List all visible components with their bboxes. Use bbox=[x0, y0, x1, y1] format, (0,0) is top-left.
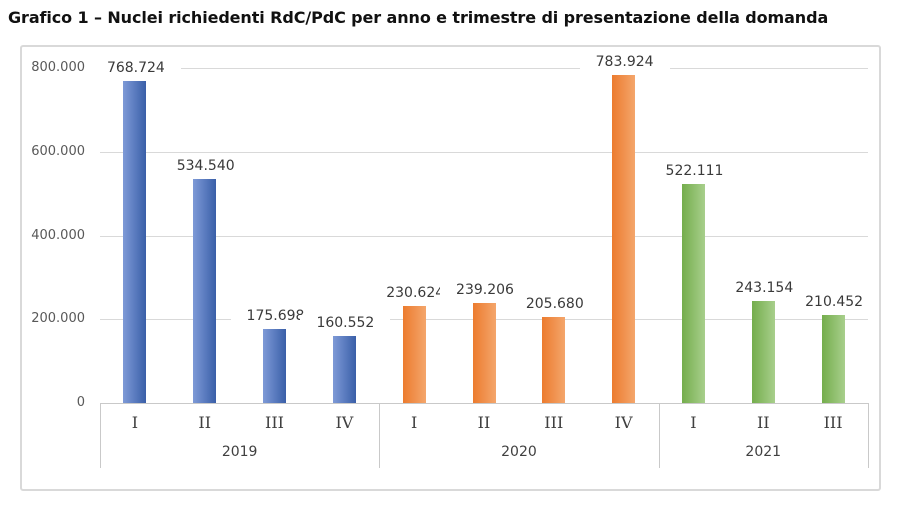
x-axis-quarter-label: II bbox=[756, 413, 770, 432]
bar-value-label: 768.724 bbox=[90, 60, 181, 77]
bar-2020-III bbox=[542, 317, 566, 403]
bar-2021-III bbox=[821, 315, 845, 403]
y-axis-tick-label: 800.000 bbox=[31, 60, 85, 75]
x-axis-quarter-label: IV bbox=[614, 413, 633, 432]
bar-2019-I bbox=[123, 81, 147, 403]
bar-2019-IV bbox=[332, 336, 356, 403]
y-axis-tick-label: 400.000 bbox=[31, 227, 85, 243]
bar-value-label: 175.698 bbox=[230, 308, 321, 325]
x-axis-quarter-label: III bbox=[544, 413, 564, 432]
bar-value-label: 522.111 bbox=[649, 163, 740, 180]
bar-2019-III bbox=[263, 329, 286, 403]
x-axis-quarter-label: IV bbox=[335, 413, 354, 432]
x-axis-quarter-label: III bbox=[265, 413, 284, 432]
x-axis-year-label: 2020 bbox=[501, 444, 537, 460]
bar-2019-II bbox=[193, 179, 217, 403]
x-axis-quarter-label: I bbox=[690, 413, 697, 432]
x-axis-year-label: 2019 bbox=[221, 444, 258, 460]
bar-value-label: 783.924 bbox=[579, 54, 670, 71]
x-axis-quarter-label: III bbox=[823, 413, 843, 432]
x-axis-quarter-label: I bbox=[411, 413, 418, 432]
bar-value-label: 210.452 bbox=[789, 294, 880, 311]
bar-2021-I bbox=[682, 184, 705, 403]
bar-2020-II bbox=[472, 303, 496, 403]
bar-2020-IV bbox=[612, 75, 636, 403]
gridline bbox=[100, 68, 868, 69]
y-axis-tick-label: 600.000 bbox=[31, 143, 85, 159]
x-axis-line bbox=[100, 403, 868, 404]
bar-value-label: 534.540 bbox=[160, 158, 251, 175]
y-axis-tick-label: 0 bbox=[76, 395, 85, 410]
x-axis-quarter-label: II bbox=[198, 413, 212, 432]
chart-title: Grafico 1 – Nuclei richiedenti RdC/PdC p… bbox=[8, 8, 829, 27]
gridline bbox=[100, 151, 868, 153]
bar-value-label: 160.552 bbox=[300, 315, 391, 332]
bar-2020-I bbox=[402, 306, 426, 403]
y-axis-tick-label: 200.000 bbox=[31, 311, 85, 327]
gridline bbox=[100, 235, 868, 237]
bar-value-label: 243.154 bbox=[719, 280, 810, 297]
x-axis-year-label: 2021 bbox=[745, 444, 782, 460]
bar-value-label: 239.206 bbox=[440, 282, 530, 299]
axis-separator-line bbox=[100, 403, 101, 468]
axis-separator-line bbox=[379, 403, 381, 468]
bar-value-label: 230.624 bbox=[370, 285, 461, 302]
x-axis-quarter-label: II bbox=[477, 413, 491, 432]
x-axis-quarter-label: I bbox=[131, 413, 139, 432]
axis-separator-line bbox=[868, 403, 869, 468]
bar-2021-II bbox=[751, 301, 775, 403]
chart-frame: 0 200.000 400.000 600.000 800.000 768.724 I 534… bbox=[20, 45, 881, 491]
bar-value-label: 205.680 bbox=[509, 296, 600, 313]
axis-separator-line bbox=[658, 403, 660, 468]
